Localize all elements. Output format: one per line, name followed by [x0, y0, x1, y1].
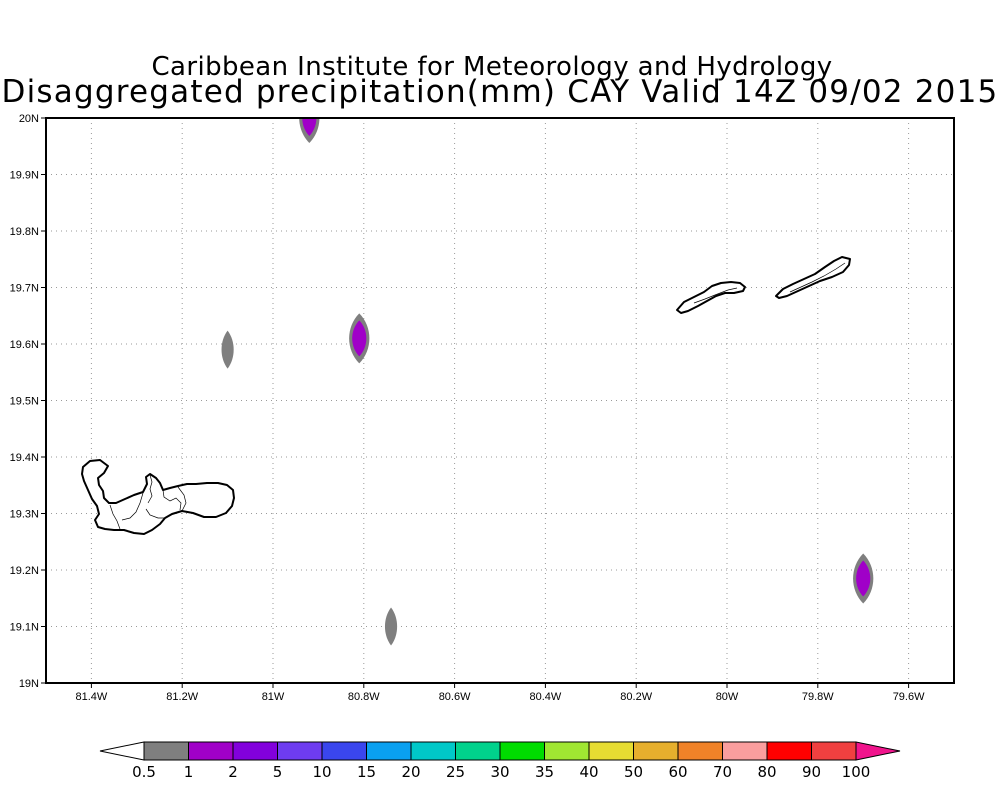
latitude-axis: 19N 19.1N 19.2N 19.3N 19.4N 19.5N 19.6N 19.7N 19… — [10, 113, 46, 690]
colorbar-label: 70 — [713, 763, 732, 781]
chart-subtitle: Disaggregated precipitation(mm) CAY Vali… — [2, 74, 999, 110]
lat-tick-label: 19.5N — [10, 396, 39, 408]
colorbar-label: 10 — [312, 763, 331, 781]
colorbar-swatch — [544, 741, 590, 761]
lon-tick-label: 79.6W — [893, 691, 925, 703]
colorbar-swatch — [499, 741, 545, 761]
colorbar-label: 50 — [624, 763, 643, 781]
colorbar-label: 35 — [535, 763, 554, 781]
colorbar-label: 30 — [490, 763, 509, 781]
gridlines — [46, 118, 954, 683]
lon-tick-label: 81.4W — [76, 691, 108, 703]
colorbar-swatch — [321, 741, 367, 761]
colorbar-label: 100 — [842, 763, 871, 781]
colorbar-label: 40 — [579, 763, 598, 781]
colorbar-swatch — [188, 741, 234, 761]
islands — [81, 256, 851, 535]
precip-contour-moderate — [856, 560, 871, 597]
colorbar-label: 0.5 — [132, 763, 156, 781]
colorbar-swatch — [677, 741, 723, 761]
chart-title: Caribbean Institute for Meteorology and … — [151, 52, 832, 82]
precip-contour-moderate — [302, 118, 317, 136]
precip-cell — [384, 607, 398, 646]
colorbar-label: 80 — [757, 763, 776, 781]
grand-cayman-island — [81, 459, 235, 535]
precip-contour-moderate — [352, 320, 367, 357]
colorbar-swatch — [633, 741, 679, 761]
precip-cells — [221, 118, 874, 646]
precip-cell — [349, 313, 370, 364]
lat-tick-label: 19.1N — [10, 622, 39, 634]
colorbar-swatch — [410, 741, 456, 761]
precip-contour-light — [384, 607, 398, 646]
colorbar-label: 25 — [446, 763, 465, 781]
lat-tick-label: 19.9N — [10, 170, 39, 182]
colorbar-swatch — [232, 741, 278, 761]
precip-contour-light — [221, 330, 234, 369]
colorbar-label: 60 — [668, 763, 687, 781]
cayman-brac-island — [775, 256, 851, 299]
colorbar-label: 2 — [228, 763, 238, 781]
colorbar-swatch — [766, 741, 812, 761]
lon-tick-label: 81W — [262, 691, 285, 703]
lat-tick-label: 19.8N — [10, 226, 39, 238]
colorbar-swatch — [143, 741, 189, 761]
lat-tick-label: 19.6N — [10, 339, 39, 351]
colorbar-label: 1 — [184, 763, 194, 781]
lat-tick-label: 19.4N — [10, 452, 39, 464]
precip-cell — [853, 553, 874, 604]
colorbar-min-arrow — [99, 741, 145, 761]
colorbar-label: 20 — [401, 763, 420, 781]
lon-tick-label: 80W — [716, 691, 739, 703]
colorbar-label: 15 — [357, 763, 376, 781]
colorbar-label: 90 — [802, 763, 821, 781]
colorbar-label: 5 — [273, 763, 283, 781]
colorbar-max-arrow — [855, 741, 901, 761]
lat-tick-label: 19.2N — [10, 565, 39, 577]
lat-tick-label: 19N — [19, 678, 39, 690]
colorbar-swatch — [366, 741, 412, 761]
lon-tick-label: 80.4W — [530, 691, 562, 703]
map-area — [46, 118, 954, 683]
lon-tick-label: 79.8W — [802, 691, 834, 703]
colorbar-swatch — [722, 741, 768, 761]
colorbar-swatch — [455, 741, 501, 761]
colorbar-swatch — [811, 741, 857, 761]
precip-cell — [221, 330, 234, 369]
lon-tick-label: 80.2W — [620, 691, 652, 703]
little-cayman-island — [676, 281, 746, 314]
lon-tick-label: 80.6W — [439, 691, 471, 703]
colorbar: 0.5 1 2 5 10 15 20 25 30 35 40 50 60 70 80 90 100 — [99, 741, 901, 781]
lat-tick-label: 19.7N — [10, 283, 39, 295]
colorbar-swatch — [277, 741, 323, 761]
lat-tick-label: 20N — [19, 113, 39, 125]
longitude-axis: 81.4W 81.2W 81W 80.8W 80.6W 80.4W 80.2W 80W 79.8… — [76, 683, 925, 703]
lon-tick-label: 81.2W — [166, 691, 198, 703]
lon-tick-label: 80.8W — [348, 691, 380, 703]
colorbar-swatch — [588, 741, 634, 761]
lat-tick-label: 19.3N — [10, 509, 39, 521]
precip-cell — [299, 118, 320, 143]
